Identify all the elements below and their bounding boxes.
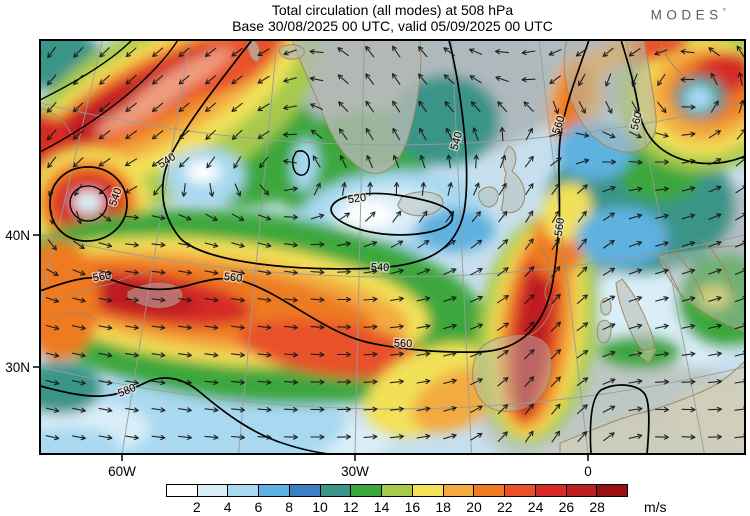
colorbar-tick-value: 20 <box>466 499 482 515</box>
colorbar-swatch <box>597 485 628 496</box>
colorbar-tick-value: 6 <box>254 499 263 515</box>
colorbar-swatch <box>382 485 413 496</box>
colorbar-swatch <box>351 485 383 496</box>
map-frame <box>39 39 746 455</box>
colorbar-swatch <box>197 485 229 496</box>
colorbar-swatch <box>505 485 536 496</box>
colorbar-tick-value: 16 <box>404 499 421 515</box>
colorbar-tick-value: 12 <box>343 499 359 515</box>
wind-arrows <box>45 45 745 443</box>
colorbar-unit: m/s <box>644 499 667 515</box>
colorbar-tick-value: 18 <box>435 499 451 515</box>
colorbar-tick-value: 14 <box>373 499 390 515</box>
colorbar-tick-value: 28 <box>589 499 605 515</box>
y-tick-label: 40N <box>5 228 30 243</box>
colorbar-swatch <box>412 485 444 496</box>
colorbar-tick-value: 2 <box>192 499 201 515</box>
colorbar-swatch <box>535 485 567 496</box>
colorbar-swatch <box>228 485 260 496</box>
colorbar-swatch <box>443 485 475 496</box>
colorbar-tick-value: 4 <box>223 499 232 515</box>
contour-label-560: 560 <box>550 114 567 135</box>
x-tick-label: 60W <box>108 464 136 479</box>
contour-label-540: 540 <box>371 262 390 275</box>
y-tick-label: 30N <box>5 360 30 375</box>
colorbar-swatch <box>167 485 198 496</box>
contour-label-520: 520 <box>347 192 367 206</box>
colorbar-tick-value: 8 <box>285 499 294 515</box>
colorbar-swatch <box>289 485 321 496</box>
x-tick-label: 0 <box>584 464 592 479</box>
chart-title: Total circulation (all modes) at 508 hPa <box>271 2 514 18</box>
contour-label-560: 560 <box>553 217 567 237</box>
colorbar-tick-value: 22 <box>497 499 513 515</box>
colorbar-swatch <box>320 485 352 496</box>
x-tick-label: 30W <box>341 464 369 479</box>
contour-label-560: 560 <box>92 269 112 284</box>
colorbar-swatches <box>166 484 628 497</box>
colorbar: 2 4 6 8 10 12 14 16 18 20 22 24 26 28 m/s <box>166 484 667 516</box>
chart-subtitle: Base 30/08/2025 00 UTC, valid 05/09/2025… <box>232 18 553 34</box>
modes-logo-text: MODES <box>650 7 723 23</box>
colorbar-swatch <box>566 485 598 496</box>
contour-label-560: 560 <box>629 111 645 132</box>
contour-label-560: 560 <box>223 271 243 285</box>
contour-label-560: 560 <box>394 338 413 351</box>
modes-logo-degree-mark: ° <box>722 6 726 16</box>
colorbar-swatch <box>474 485 506 496</box>
chart-title-block: Total circulation (all modes) at 508 hPa… <box>40 2 745 34</box>
colorbar-swatch <box>259 485 290 496</box>
modes-logo: MODES° <box>651 6 726 23</box>
colorbar-tick-value: 26 <box>558 499 575 515</box>
colorbar-tick-value: 10 <box>312 499 328 515</box>
axis-ticks <box>33 234 589 461</box>
graticule <box>40 40 745 454</box>
colorbar-tick-value: 24 <box>527 499 544 515</box>
